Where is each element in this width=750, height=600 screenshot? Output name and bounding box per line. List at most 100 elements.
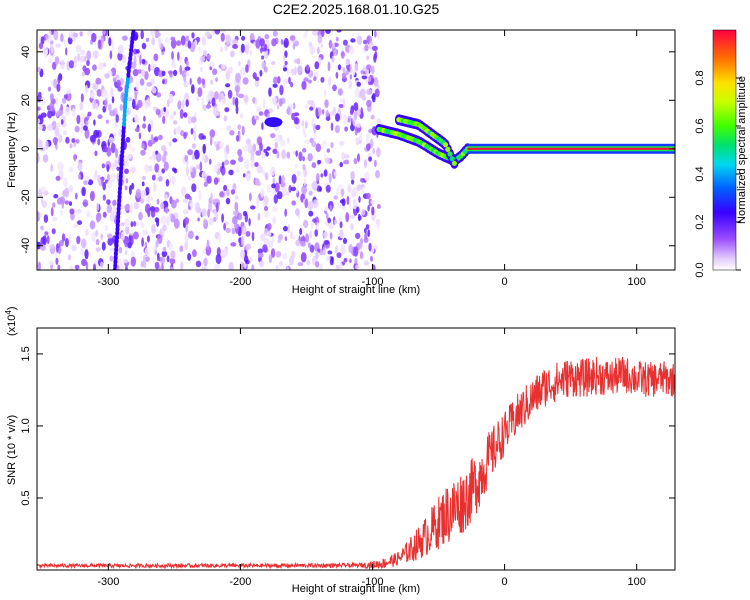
spectrogram-upper-branch-core [442, 142, 449, 148]
spectrogram-noise-cell [158, 175, 163, 182]
spectrogram-noise-cell [325, 184, 331, 193]
spectrogram-noise-cell [60, 119, 64, 125]
spectrogram-noise-cell [336, 252, 342, 259]
spectrogram-noise-cell [340, 50, 345, 59]
spectrogram-noise-cell [339, 221, 343, 229]
spectrogram-noise-cell [97, 114, 103, 120]
colorbar-tick-label: 0.6 [694, 118, 706, 133]
spectrogram-noise-cell [365, 136, 370, 145]
spectrogram-noise-cell [203, 257, 208, 267]
spectrogram-noise-cell [245, 243, 251, 251]
spectrogram-noise-cell [65, 91, 72, 102]
spectrogram-noise-cell [315, 260, 320, 268]
spectrogram-noise-cell [241, 35, 246, 41]
spectrogram-noise-cell [252, 143, 257, 152]
spectrogram-noise-cell [161, 154, 167, 163]
spectrogram-noise-cell [230, 50, 235, 58]
spectrogram-noise-cell [82, 125, 88, 131]
spectrogram-noise-cell [122, 54, 127, 64]
spectrogram-noise-cell [276, 104, 280, 110]
spectrogram-noise-cell [281, 175, 285, 184]
spectrogram-noise-cell [365, 192, 371, 200]
spectrogram-noise-cell [188, 205, 191, 210]
spectrogram-noise-cell [82, 199, 89, 208]
spectrogram-noise-cell [333, 219, 338, 224]
spectrogram-noise-cell [258, 111, 264, 116]
spectrogram-noise-cell [212, 198, 219, 203]
spectrogram-noise-cell [156, 219, 160, 227]
spectrogram-noise-cell [40, 186, 47, 192]
spectrogram-noise-cell [296, 58, 301, 65]
spectrogram-noise-cell [225, 70, 231, 80]
spectrogram-noise-cell [290, 68, 296, 76]
spectrogram-noise-cell [198, 190, 202, 201]
spectrogram-noise-cell [240, 249, 245, 260]
spectrogram-noise-cell [50, 207, 54, 217]
spectrogram-noise-cell [208, 217, 214, 226]
spectrogram-noise-cell [117, 86, 123, 92]
spectrogram-noise-cell [262, 200, 266, 206]
spectrogram-noise-cell [232, 44, 239, 49]
spectrogram-noise-cell [92, 99, 96, 110]
spectrogram-noise-cell [356, 81, 362, 87]
spectrogram-noise-cell [163, 161, 169, 171]
spectrogram-noise-cell [148, 63, 151, 72]
spectrogram-noise-cell [271, 96, 277, 104]
spectrogram-noise-cell [71, 244, 77, 252]
spectrogram-noise-cell [322, 249, 326, 254]
spectrogram-noise-cell [367, 204, 370, 212]
spectrogram-noise-cell [319, 263, 323, 270]
spectrogram-noise-cell [75, 138, 80, 144]
spectrogram-noise-cell [95, 77, 102, 85]
spectrogram-noise-cell [342, 67, 346, 73]
spectrogram-noise-cell [288, 185, 292, 193]
spectrogram-y-tick-label: 0 [20, 146, 32, 152]
spectrogram-noise-cell [274, 141, 278, 149]
spectrogram-noise-cell [102, 211, 107, 218]
spectrogram-y-tick-label: 20 [20, 94, 32, 106]
spectrogram-noise-cell [95, 238, 100, 246]
spectrogram-noise-cell [316, 173, 320, 182]
spectrogram-noise-cell [236, 87, 239, 97]
spectrogram-noise-cell [56, 110, 59, 118]
spectrogram-noise-cell [327, 217, 332, 224]
spectrogram-noise-cell [330, 142, 334, 149]
spectrogram-noise-cell [213, 165, 219, 172]
spectrogram-noise-cell [84, 128, 90, 139]
spectrogram-noise-cell [261, 169, 266, 176]
spectrogram-noise-cell [166, 255, 170, 263]
spectrogram-noise-cell [248, 217, 251, 227]
spectrogram-noise-cell [219, 191, 224, 198]
spectrogram-noise-cell [272, 83, 278, 88]
spectrogram-noise-cell [236, 135, 240, 142]
spectrogram-noise-cell [141, 237, 145, 248]
spectrogram-noise-cell [354, 127, 358, 136]
spectrogram-noise-cell [166, 99, 170, 108]
spectrogram-noise-cell [202, 248, 206, 254]
spectrogram-x-axis-title: Height of straight line (km) [292, 284, 420, 296]
spectrogram-noise-cell [339, 141, 345, 146]
spectrogram-noise-cell [228, 261, 234, 270]
spectrogram-noise-cell [187, 252, 192, 261]
spectrogram-noise-cell [197, 76, 202, 85]
spectrogram-noise-cell [208, 158, 212, 165]
spectrogram-noise-cell [37, 106, 41, 111]
spectrogram-noise-cell [225, 144, 230, 154]
spectrogram-noise-cell [141, 42, 147, 50]
spectrogram-noise-cell [109, 247, 115, 252]
spectrogram-noise-cell [205, 245, 212, 256]
spectrogram-noise-cell [343, 154, 350, 159]
spectrogram-noise-cell [37, 153, 40, 163]
spectrogram-noise-cell [84, 84, 88, 94]
spectrogram-noise-cell [235, 105, 239, 115]
spectrogram-noise-cell [126, 107, 131, 116]
spectrogram-noise-cell [335, 264, 341, 270]
spectrogram-noise-cell [187, 115, 193, 125]
spectrogram-noise-cell [302, 156, 305, 162]
spectrogram-noise-cell [294, 163, 298, 168]
spectrogram-noise-cell [131, 147, 136, 153]
spectrogram-noise-cell [266, 146, 271, 151]
spectrogram-noise-cell [348, 45, 355, 55]
spectrogram-noise-cell [358, 213, 361, 222]
spectrogram-noise-cell [364, 227, 367, 234]
